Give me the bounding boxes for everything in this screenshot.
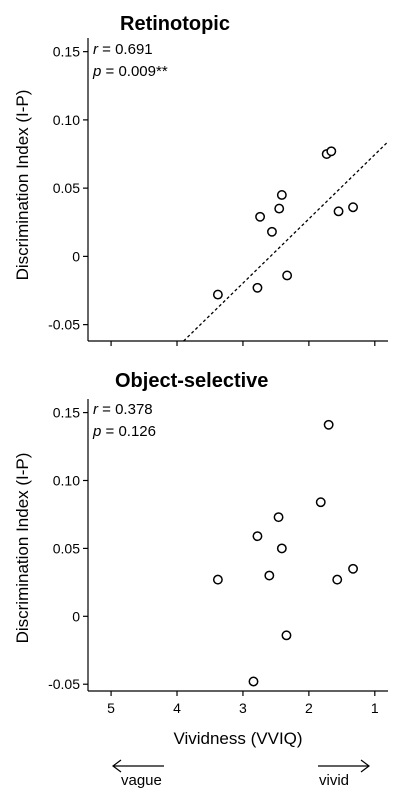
scatter-point	[212, 289, 223, 300]
x-tick-label: 2	[305, 700, 313, 716]
y-ticks: 0.15 0.10 0.05 0 -0.05	[48, 405, 88, 692]
panel-title: Object-selective	[115, 370, 268, 392]
x-tick-label: 4	[173, 700, 181, 716]
panel-title: Retinotopic	[120, 13, 230, 35]
x-tick-label: 1	[371, 700, 379, 716]
data-points	[212, 419, 359, 687]
scatter-point	[255, 211, 266, 222]
left-arrow-label: vague	[121, 772, 162, 789]
y-tick-label: -0.05	[48, 676, 80, 692]
y-tick-label: 0.10	[53, 112, 80, 128]
panel-retinotopic: Retinotopic Discrimination Index (I-P) r…	[13, 13, 389, 346]
y-axis-label: Discrimination Index (I-P)	[13, 453, 32, 644]
scatter-point	[326, 146, 337, 157]
scatter-point	[267, 226, 277, 237]
regression-line	[183, 141, 389, 342]
left-arrow-head	[112, 759, 122, 773]
stat-r: r = 0.691	[93, 41, 153, 58]
scatter-point	[333, 206, 344, 217]
y-tick-label: 0.15	[53, 44, 80, 60]
x-ticks: 5 4 3 2 1	[107, 691, 379, 716]
y-tick-label: 0.05	[53, 540, 80, 556]
scatter-point	[348, 202, 359, 213]
scatter-point	[332, 574, 343, 585]
y-tick-label: 0	[72, 248, 80, 264]
scatter-point	[264, 570, 275, 581]
axes	[87, 38, 388, 342]
y-tick-label: 0	[72, 608, 80, 624]
stat-r: r = 0.378	[93, 401, 153, 418]
right-arrow-head	[360, 759, 370, 773]
y-tick-label: 0.10	[53, 472, 80, 488]
axes	[87, 399, 388, 692]
stat-p: p = 0.009**	[92, 63, 168, 80]
x-ticks	[110, 341, 376, 346]
y-tick-label: 0.15	[53, 405, 80, 421]
right-arrow-label: vivid	[319, 772, 349, 789]
scatter-point	[281, 630, 292, 641]
scatter-point	[282, 270, 293, 281]
regression-line-group	[183, 141, 389, 342]
scatter-point	[252, 282, 263, 293]
scatter-point	[212, 574, 223, 585]
y-ticks: 0.15 0.10 0.05 0 -0.05	[48, 44, 88, 333]
scatter-point	[274, 203, 285, 214]
scatter-point	[248, 676, 259, 687]
y-tick-label: 0.05	[53, 180, 80, 196]
direction-arrows: vague vivid	[112, 759, 370, 789]
scatter-point	[273, 512, 284, 523]
x-tick-label: 3	[239, 700, 247, 716]
y-tick-label: -0.05	[48, 317, 80, 333]
y-axis-label: Discrimination Index (I-P)	[13, 90, 32, 281]
scatter-point	[276, 190, 287, 200]
scatter-point	[323, 419, 334, 430]
data-points	[212, 146, 359, 300]
x-axis-label: Vividness (VVIQ)	[173, 729, 302, 748]
x-tick-label: 5	[107, 700, 115, 716]
scatter-point	[276, 543, 287, 554]
scatter-point	[348, 563, 359, 574]
panel-object-selective: Object-selective Discrimination Index (I…	[13, 370, 388, 748]
scatter-point	[252, 531, 263, 542]
stat-p: p = 0.126	[92, 423, 156, 440]
scatter-point	[315, 497, 326, 508]
